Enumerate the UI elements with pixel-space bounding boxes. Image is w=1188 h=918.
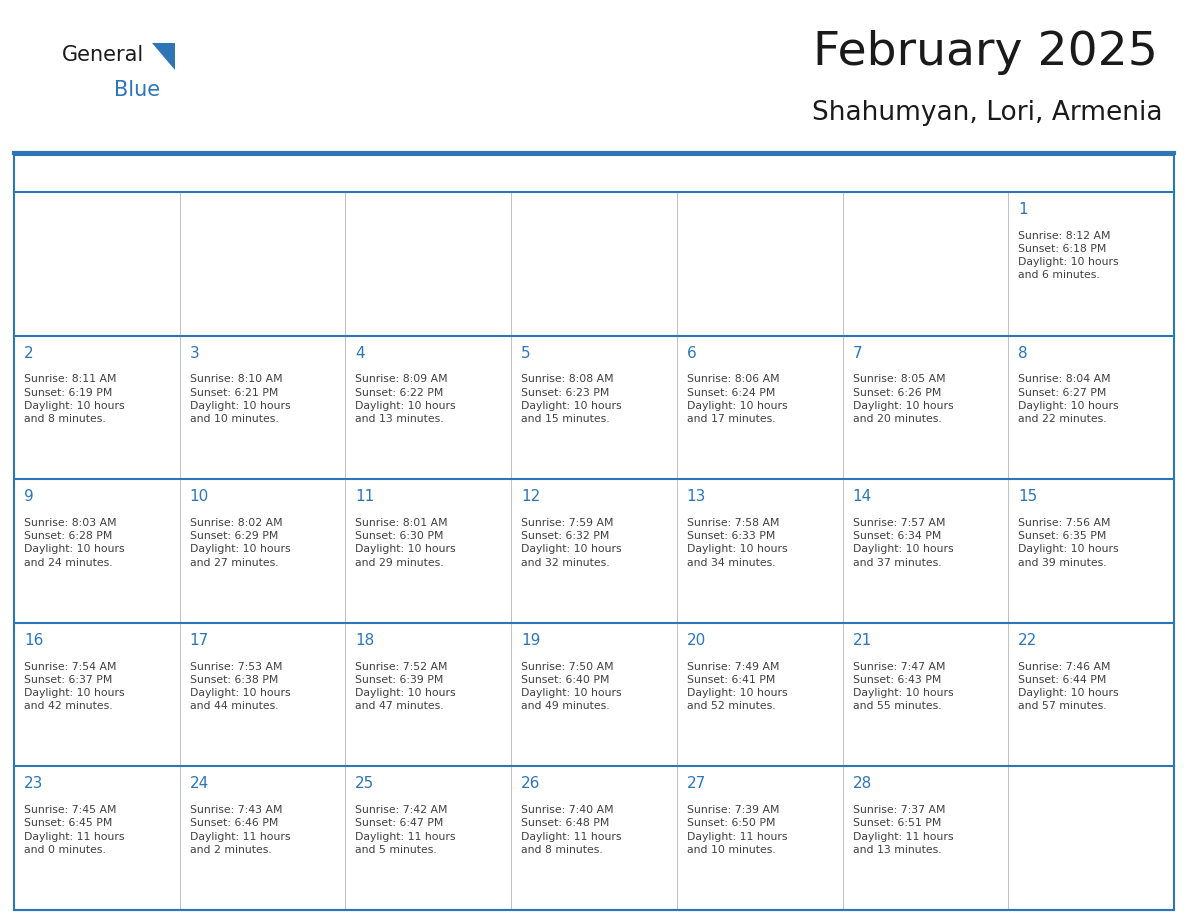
Text: Sunrise: 7:45 AM
Sunset: 6:45 PM
Daylight: 11 hours
and 0 minutes.: Sunrise: 7:45 AM Sunset: 6:45 PM Dayligh… [24,805,125,855]
Text: 20: 20 [687,633,706,648]
Text: 14: 14 [853,489,872,504]
Text: Sunrise: 7:58 AM
Sunset: 6:33 PM
Daylight: 10 hours
and 34 minutes.: Sunrise: 7:58 AM Sunset: 6:33 PM Dayligh… [687,518,788,567]
Text: Sunrise: 8:06 AM
Sunset: 6:24 PM
Daylight: 10 hours
and 17 minutes.: Sunrise: 8:06 AM Sunset: 6:24 PM Dayligh… [687,375,788,424]
Text: General: General [62,45,144,65]
Text: 23: 23 [24,777,43,791]
Text: Sunrise: 7:53 AM
Sunset: 6:38 PM
Daylight: 10 hours
and 44 minutes.: Sunrise: 7:53 AM Sunset: 6:38 PM Dayligh… [190,662,290,711]
Text: Monday: Monday [195,168,258,183]
Text: 19: 19 [522,633,541,648]
Text: Sunrise: 7:57 AM
Sunset: 6:34 PM
Daylight: 10 hours
and 37 minutes.: Sunrise: 7:57 AM Sunset: 6:34 PM Dayligh… [853,518,953,567]
Text: Blue: Blue [114,80,160,100]
Text: 15: 15 [1018,489,1037,504]
Text: 10: 10 [190,489,209,504]
Text: 5: 5 [522,346,531,361]
Text: Sunrise: 8:11 AM
Sunset: 6:19 PM
Daylight: 10 hours
and 8 minutes.: Sunrise: 8:11 AM Sunset: 6:19 PM Dayligh… [24,375,125,424]
Text: 9: 9 [24,489,33,504]
Text: Sunrise: 7:59 AM
Sunset: 6:32 PM
Daylight: 10 hours
and 32 minutes.: Sunrise: 7:59 AM Sunset: 6:32 PM Dayligh… [522,518,621,567]
Text: Tuesday: Tuesday [360,168,425,183]
Text: Sunrise: 7:56 AM
Sunset: 6:35 PM
Daylight: 10 hours
and 39 minutes.: Sunrise: 7:56 AM Sunset: 6:35 PM Dayligh… [1018,518,1119,567]
Text: Sunrise: 7:42 AM
Sunset: 6:47 PM
Daylight: 11 hours
and 5 minutes.: Sunrise: 7:42 AM Sunset: 6:47 PM Dayligh… [355,805,456,855]
Text: 21: 21 [853,633,872,648]
Text: 16: 16 [24,633,43,648]
Text: Sunrise: 7:49 AM
Sunset: 6:41 PM
Daylight: 10 hours
and 52 minutes.: Sunrise: 7:49 AM Sunset: 6:41 PM Dayligh… [687,662,788,711]
Text: Sunrise: 7:39 AM
Sunset: 6:50 PM
Daylight: 11 hours
and 10 minutes.: Sunrise: 7:39 AM Sunset: 6:50 PM Dayligh… [687,805,788,855]
Text: Sunrise: 7:46 AM
Sunset: 6:44 PM
Daylight: 10 hours
and 57 minutes.: Sunrise: 7:46 AM Sunset: 6:44 PM Dayligh… [1018,662,1119,711]
Text: 7: 7 [853,346,862,361]
Text: 8: 8 [1018,346,1028,361]
Text: 27: 27 [687,777,706,791]
Text: Sunrise: 7:37 AM
Sunset: 6:51 PM
Daylight: 11 hours
and 13 minutes.: Sunrise: 7:37 AM Sunset: 6:51 PM Dayligh… [853,805,953,855]
Text: Sunrise: 7:43 AM
Sunset: 6:46 PM
Daylight: 11 hours
and 2 minutes.: Sunrise: 7:43 AM Sunset: 6:46 PM Dayligh… [190,805,290,855]
Text: Sunrise: 8:08 AM
Sunset: 6:23 PM
Daylight: 10 hours
and 15 minutes.: Sunrise: 8:08 AM Sunset: 6:23 PM Dayligh… [522,375,621,424]
Text: Friday: Friday [858,168,906,183]
Text: 11: 11 [355,489,374,504]
Text: 4: 4 [355,346,365,361]
Text: 6: 6 [687,346,696,361]
Text: Sunrise: 8:01 AM
Sunset: 6:30 PM
Daylight: 10 hours
and 29 minutes.: Sunrise: 8:01 AM Sunset: 6:30 PM Dayligh… [355,518,456,567]
Text: 3: 3 [190,346,200,361]
Text: February 2025: February 2025 [813,30,1158,75]
Text: 26: 26 [522,777,541,791]
Text: Sunday: Sunday [29,168,89,183]
Text: 22: 22 [1018,633,1037,648]
Text: Wednesday: Wednesday [526,168,619,183]
Text: 18: 18 [355,633,374,648]
Text: Thursday: Thursday [691,168,766,183]
Text: 2: 2 [24,346,33,361]
Text: 28: 28 [853,777,872,791]
Text: Sunrise: 8:12 AM
Sunset: 6:18 PM
Daylight: 10 hours
and 6 minutes.: Sunrise: 8:12 AM Sunset: 6:18 PM Dayligh… [1018,230,1119,280]
Text: 12: 12 [522,489,541,504]
Text: 17: 17 [190,633,209,648]
Text: 25: 25 [355,777,374,791]
Text: Sunrise: 8:10 AM
Sunset: 6:21 PM
Daylight: 10 hours
and 10 minutes.: Sunrise: 8:10 AM Sunset: 6:21 PM Dayligh… [190,375,290,424]
Text: Sunrise: 7:50 AM
Sunset: 6:40 PM
Daylight: 10 hours
and 49 minutes.: Sunrise: 7:50 AM Sunset: 6:40 PM Dayligh… [522,662,621,711]
Text: Sunrise: 8:04 AM
Sunset: 6:27 PM
Daylight: 10 hours
and 22 minutes.: Sunrise: 8:04 AM Sunset: 6:27 PM Dayligh… [1018,375,1119,424]
Text: Shahumyan, Lori, Armenia: Shahumyan, Lori, Armenia [813,100,1163,126]
Text: Sunrise: 7:47 AM
Sunset: 6:43 PM
Daylight: 10 hours
and 55 minutes.: Sunrise: 7:47 AM Sunset: 6:43 PM Dayligh… [853,662,953,711]
Text: 13: 13 [687,489,706,504]
Text: Sunrise: 7:40 AM
Sunset: 6:48 PM
Daylight: 11 hours
and 8 minutes.: Sunrise: 7:40 AM Sunset: 6:48 PM Dayligh… [522,805,621,855]
Text: Sunrise: 8:05 AM
Sunset: 6:26 PM
Daylight: 10 hours
and 20 minutes.: Sunrise: 8:05 AM Sunset: 6:26 PM Dayligh… [853,375,953,424]
Text: Sunrise: 7:54 AM
Sunset: 6:37 PM
Daylight: 10 hours
and 42 minutes.: Sunrise: 7:54 AM Sunset: 6:37 PM Dayligh… [24,662,125,711]
Text: Sunrise: 8:09 AM
Sunset: 6:22 PM
Daylight: 10 hours
and 13 minutes.: Sunrise: 8:09 AM Sunset: 6:22 PM Dayligh… [355,375,456,424]
Text: Sunrise: 8:03 AM
Sunset: 6:28 PM
Daylight: 10 hours
and 24 minutes.: Sunrise: 8:03 AM Sunset: 6:28 PM Dayligh… [24,518,125,567]
Text: 1: 1 [1018,202,1028,217]
Text: Saturday: Saturday [1023,168,1095,183]
Text: Sunrise: 8:02 AM
Sunset: 6:29 PM
Daylight: 10 hours
and 27 minutes.: Sunrise: 8:02 AM Sunset: 6:29 PM Dayligh… [190,518,290,567]
Text: 24: 24 [190,777,209,791]
Text: Sunrise: 7:52 AM
Sunset: 6:39 PM
Daylight: 10 hours
and 47 minutes.: Sunrise: 7:52 AM Sunset: 6:39 PM Dayligh… [355,662,456,711]
